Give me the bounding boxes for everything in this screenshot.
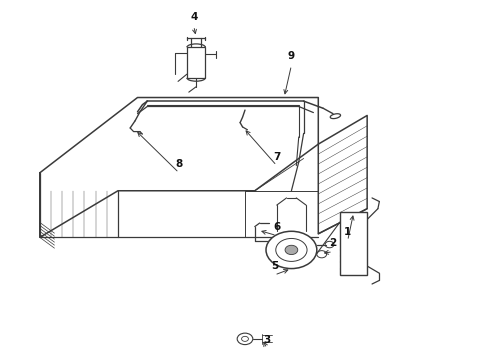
Text: 6: 6 (273, 222, 280, 231)
Text: 2: 2 (329, 238, 337, 248)
Circle shape (266, 231, 317, 269)
Circle shape (285, 245, 298, 255)
Text: 8: 8 (175, 159, 183, 169)
Circle shape (237, 333, 253, 345)
Bar (187, 47, 205, 78)
Text: 5: 5 (270, 261, 278, 271)
Text: 3: 3 (263, 334, 270, 345)
Text: 9: 9 (288, 51, 295, 61)
Text: 1: 1 (344, 227, 351, 237)
Bar (340, 212, 367, 275)
Text: 7: 7 (273, 152, 280, 162)
Text: 4: 4 (190, 12, 197, 22)
